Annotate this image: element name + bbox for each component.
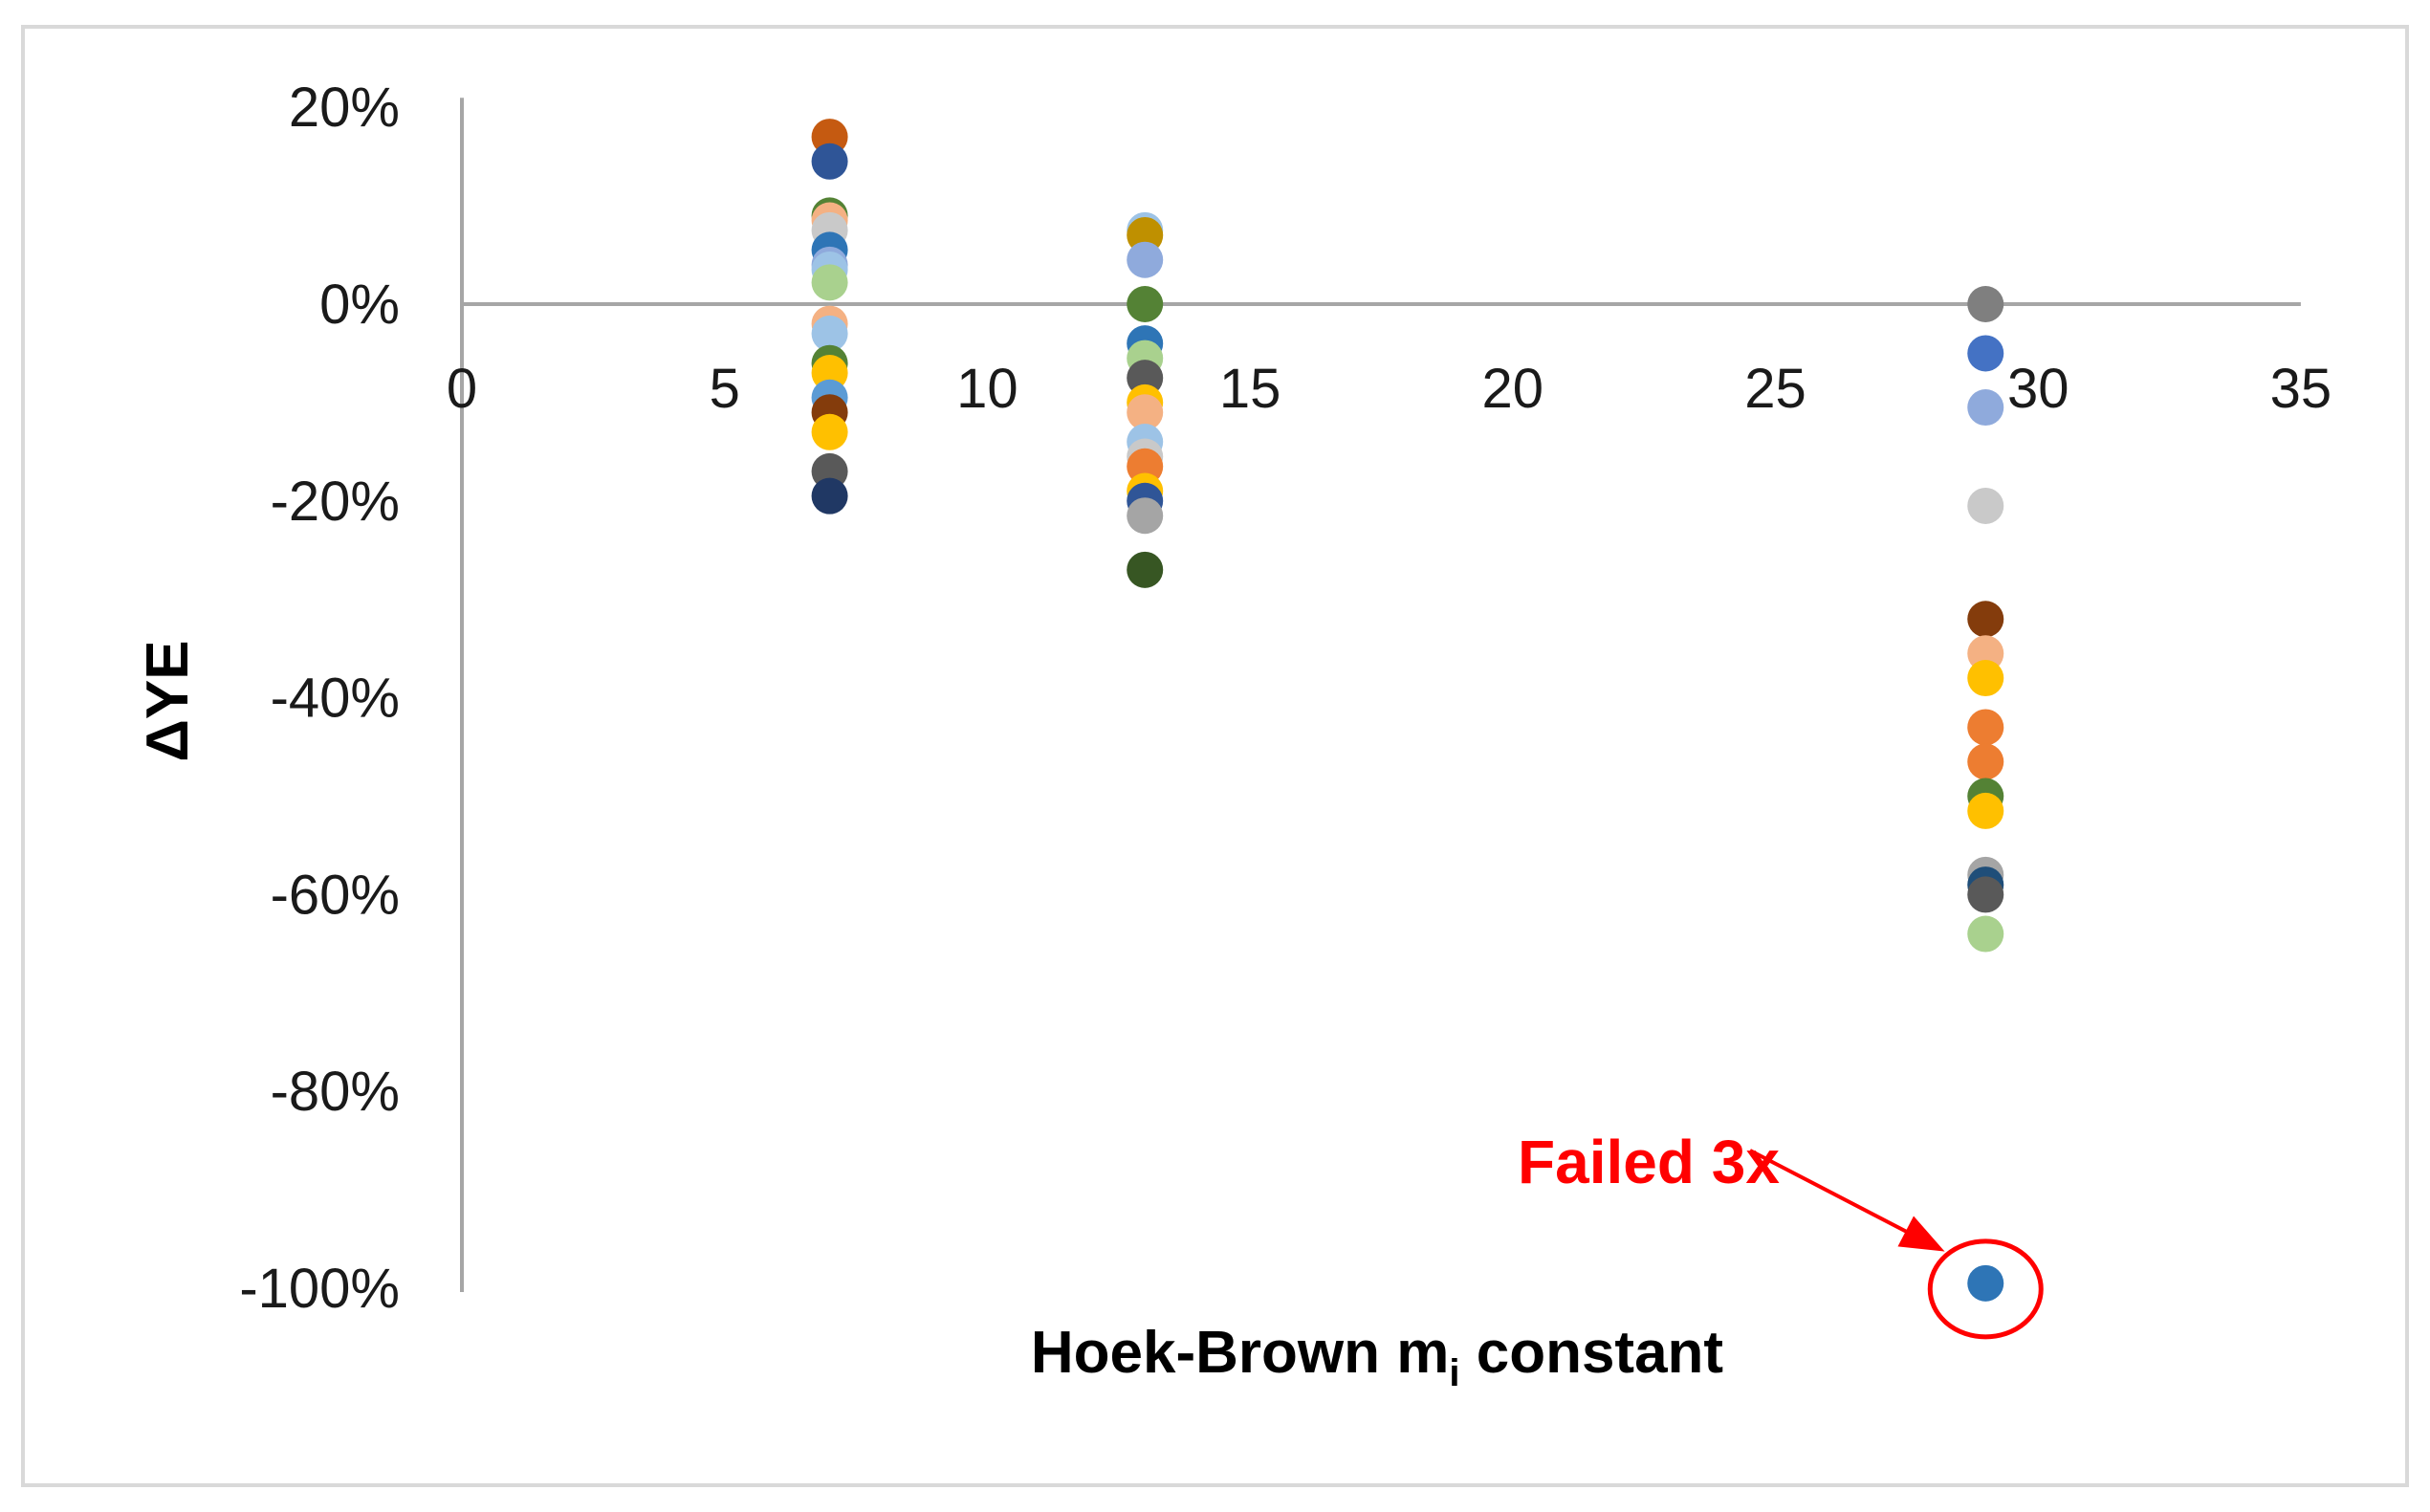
x-axis-title: Hoek-Brown mi constant xyxy=(1031,1320,1723,1394)
data-point xyxy=(1967,709,2004,746)
data-point xyxy=(811,315,848,352)
data-point xyxy=(1127,497,1164,535)
data-point xyxy=(1127,394,1164,431)
x-tick-labels: 0 5 10 15 20 25 30 35 xyxy=(447,358,2331,420)
data-point xyxy=(811,477,848,515)
axes xyxy=(460,98,2301,1292)
y-tick-label: -80% xyxy=(271,1061,400,1123)
x-tick-label: 30 xyxy=(2007,358,2069,420)
y-tick-label: 20% xyxy=(289,77,400,139)
y-tick-label: -60% xyxy=(271,864,400,926)
data-point xyxy=(1967,487,2004,524)
data-point xyxy=(1967,743,2004,780)
data-point xyxy=(1967,601,2004,638)
y-axis-title: ΔYE xyxy=(135,640,201,761)
data-point xyxy=(1967,389,2004,427)
x-axis-title-subscript: i xyxy=(1449,1352,1459,1394)
data-point xyxy=(1127,286,1164,322)
failed-arrowhead xyxy=(1897,1216,1945,1252)
y-tick-label: -100% xyxy=(239,1258,400,1320)
x-tick-label: 15 xyxy=(1219,358,1281,420)
data-point xyxy=(1127,241,1164,278)
data-point xyxy=(1127,551,1164,588)
y-tick-labels: 20% 0% -20% -40% -60% -80% -100% xyxy=(239,77,400,1320)
data-point xyxy=(1967,1264,2004,1302)
chart-frame xyxy=(21,25,2409,1487)
data-point xyxy=(1967,876,2004,913)
data-point xyxy=(811,264,848,301)
data-point xyxy=(1967,335,2004,372)
data-point xyxy=(811,413,848,450)
data-point xyxy=(811,142,848,180)
data-point xyxy=(1967,915,2004,953)
annotation: Failed 3x xyxy=(1518,1128,2044,1340)
failed-annotation-label: Failed 3x xyxy=(1518,1128,1780,1196)
x-tick-label: 10 xyxy=(956,358,1018,420)
data-point xyxy=(1967,286,2004,322)
x-axis-title-suffix: constant xyxy=(1460,1320,1724,1386)
x-tick-label: 5 xyxy=(710,358,740,420)
failed-highlight-circle xyxy=(1927,1238,2044,1340)
x-tick-label: 0 xyxy=(447,358,477,420)
y-tick-label: 0% xyxy=(319,274,400,336)
y-tick-label: -20% xyxy=(271,471,400,533)
x-tick-label: 20 xyxy=(1482,358,1544,420)
x-tick-label: 25 xyxy=(1744,358,1806,420)
data-points xyxy=(811,119,2004,1302)
data-point xyxy=(1967,660,2004,697)
x-tick-label: 35 xyxy=(2270,358,2332,420)
y-tick-label: -40% xyxy=(271,668,400,730)
data-point xyxy=(1967,792,2004,829)
x-axis-title-main: Hoek-Brown m xyxy=(1031,1320,1449,1386)
